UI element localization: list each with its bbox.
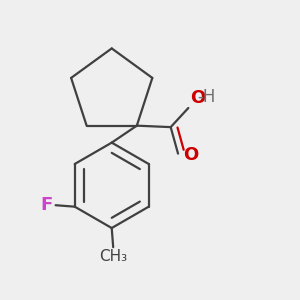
Text: CH₃: CH₃ [99, 249, 127, 264]
Text: O: O [190, 88, 205, 106]
Text: F: F [40, 196, 53, 214]
Text: -H: -H [197, 88, 216, 106]
Text: O: O [183, 146, 199, 164]
